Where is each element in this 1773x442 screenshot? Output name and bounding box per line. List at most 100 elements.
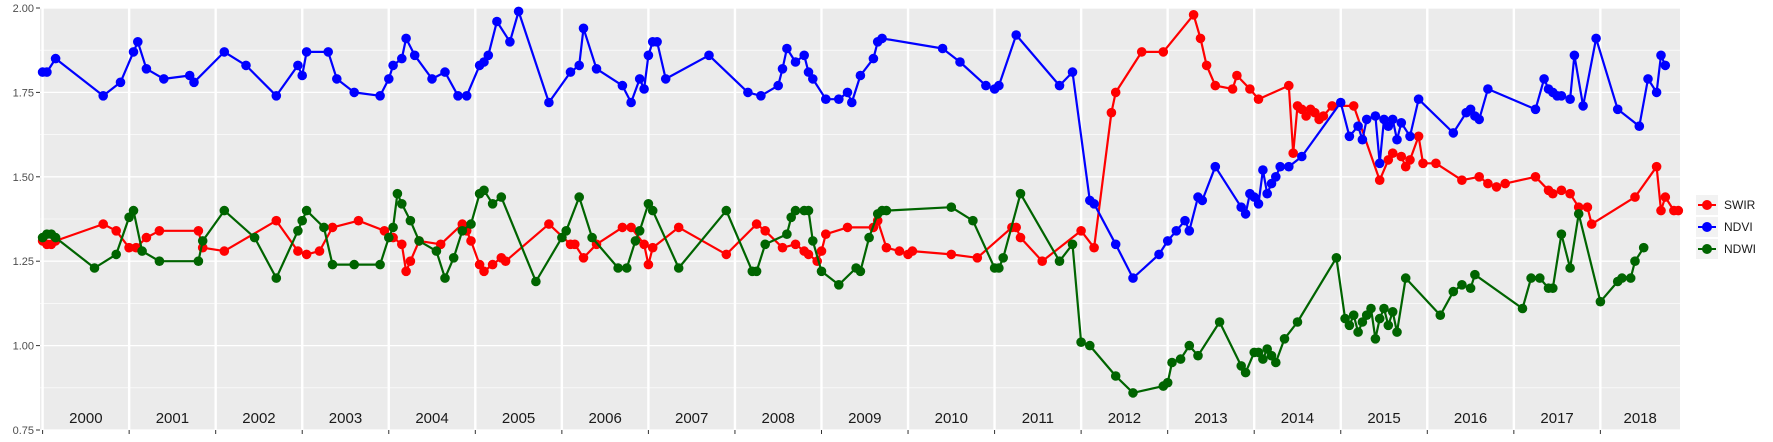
data-point-swir (1491, 182, 1502, 192)
data-point-ndwi (1279, 334, 1290, 344)
data-point-ndvi (855, 70, 866, 81)
data-point-ndvi (241, 60, 251, 71)
data-point-ndvi (409, 50, 420, 61)
y-axis: 0.75 1.00 1.25 1.50 1.75 2.00 (13, 3, 40, 437)
data-point-swir (816, 246, 827, 256)
data-point-ndvi (1258, 165, 1268, 175)
data-point-ndwi (1573, 209, 1584, 219)
data-point-ndwi (1184, 340, 1195, 351)
legend-label: NDWI (1724, 242, 1756, 256)
data-point-ndwi (1128, 388, 1138, 398)
data-point-swir (327, 222, 338, 233)
data-point-swir (111, 226, 121, 236)
year-label: 2015 (1367, 410, 1400, 427)
data-point-swir (777, 242, 788, 253)
data-point-swir (1188, 10, 1199, 20)
data-point-ndwi (1353, 327, 1363, 337)
data-point-swir (821, 229, 831, 239)
legend-key-point (1702, 244, 1712, 254)
data-point-ndwi (271, 273, 282, 283)
data-point-ndvi (1413, 94, 1424, 104)
data-point-ndvi (219, 47, 230, 57)
data-point-ndwi (1067, 239, 1078, 250)
data-point-swir (301, 249, 312, 260)
data-point-ndwi (1383, 320, 1394, 331)
data-point-swir (1548, 188, 1558, 199)
data-point-swir (293, 246, 303, 256)
data-point-ndvi (189, 77, 199, 88)
data-point-swir (1227, 84, 1238, 94)
data-point-swir (479, 266, 489, 277)
x-axis (42, 430, 1601, 434)
y-tick-label: 2.00 (13, 3, 34, 15)
data-point-ndvi (133, 37, 143, 47)
data-point-ndwi (154, 256, 165, 267)
data-point-ndvi (141, 64, 152, 74)
data-point-ndwi (297, 215, 308, 226)
data-point-ndvi (790, 57, 801, 67)
data-point-ndvi (98, 91, 108, 101)
data-point-ndwi (1556, 229, 1567, 239)
year-label: 2002 (242, 410, 275, 427)
data-point-ndwi (1240, 367, 1251, 378)
legend-key-point (1702, 222, 1712, 232)
data-point-ndvi (743, 87, 753, 98)
data-point-swir (578, 252, 589, 263)
data-point-ndvi (1634, 121, 1645, 131)
data-point-ndvi (565, 67, 576, 77)
data-point-swir (1396, 151, 1407, 162)
data-point-ndvi (461, 91, 472, 101)
data-point-ndvi (1110, 239, 1121, 250)
data-point-swir (1374, 175, 1385, 185)
data-point-swir (1201, 60, 1212, 71)
legend-item-swir: SWIR (1696, 195, 1756, 215)
data-point-ndvi (301, 47, 312, 57)
data-point-ndvi (1383, 121, 1394, 131)
data-point-ndvi (1262, 188, 1272, 199)
data-point-ndwi (405, 215, 416, 226)
data-point-ndvi (617, 80, 628, 91)
data-point-ndwi (1457, 280, 1467, 290)
data-point-ndvi (401, 33, 411, 44)
data-point-swir (760, 226, 770, 236)
year-label: 2009 (848, 410, 881, 427)
data-point-swir (1556, 185, 1567, 196)
data-point-swir (1413, 131, 1424, 142)
data-point-ndvi (297, 70, 308, 81)
data-point-swir (1106, 107, 1117, 118)
data-point-ndwi (1565, 263, 1575, 273)
data-point-swir (1431, 158, 1441, 169)
data-point-ndwi (561, 226, 571, 236)
data-point-swir (751, 219, 762, 229)
data-point-ndvi (574, 60, 584, 71)
data-point-ndvi (1556, 91, 1567, 101)
data-point-ndwi (327, 259, 338, 270)
data-point-ndwi (881, 205, 892, 216)
data-point-ndvi (1197, 195, 1208, 206)
data-point-ndvi (505, 37, 515, 47)
minor-gridlines (40, 49, 1680, 389)
data-point-ndvi (756, 91, 766, 101)
data-point-ndvi (323, 47, 334, 57)
data-point-ndwi (1258, 354, 1268, 364)
data-point-ndwi (128, 205, 139, 216)
data-point-swir (1673, 205, 1684, 216)
data-point-swir (570, 239, 580, 250)
data-point-ndwi (1470, 269, 1480, 280)
data-point-ndvi (1180, 215, 1190, 226)
data-point-swir (1474, 172, 1484, 182)
data-point-ndvi (1357, 134, 1368, 145)
data-point-ndvi (777, 64, 788, 74)
data-point-ndwi (1076, 337, 1086, 348)
legend: SWIR NDVI NDWI (1696, 195, 1756, 259)
data-point-ndwi (630, 236, 641, 246)
data-point-ndvi (1448, 128, 1459, 138)
data-point-ndwi (1392, 327, 1402, 337)
year-labels: 2000 2001 2002 2003 2004 2005 2006 2007 2008 2009… (69, 410, 1657, 427)
data-point-ndwi (808, 236, 818, 246)
data-point-ndvi (1344, 131, 1355, 142)
data-point-ndwi (293, 226, 303, 236)
year-label: 2007 (675, 410, 708, 427)
data-point-ndvi (1374, 158, 1385, 169)
data-point-ndwi (1015, 188, 1026, 199)
